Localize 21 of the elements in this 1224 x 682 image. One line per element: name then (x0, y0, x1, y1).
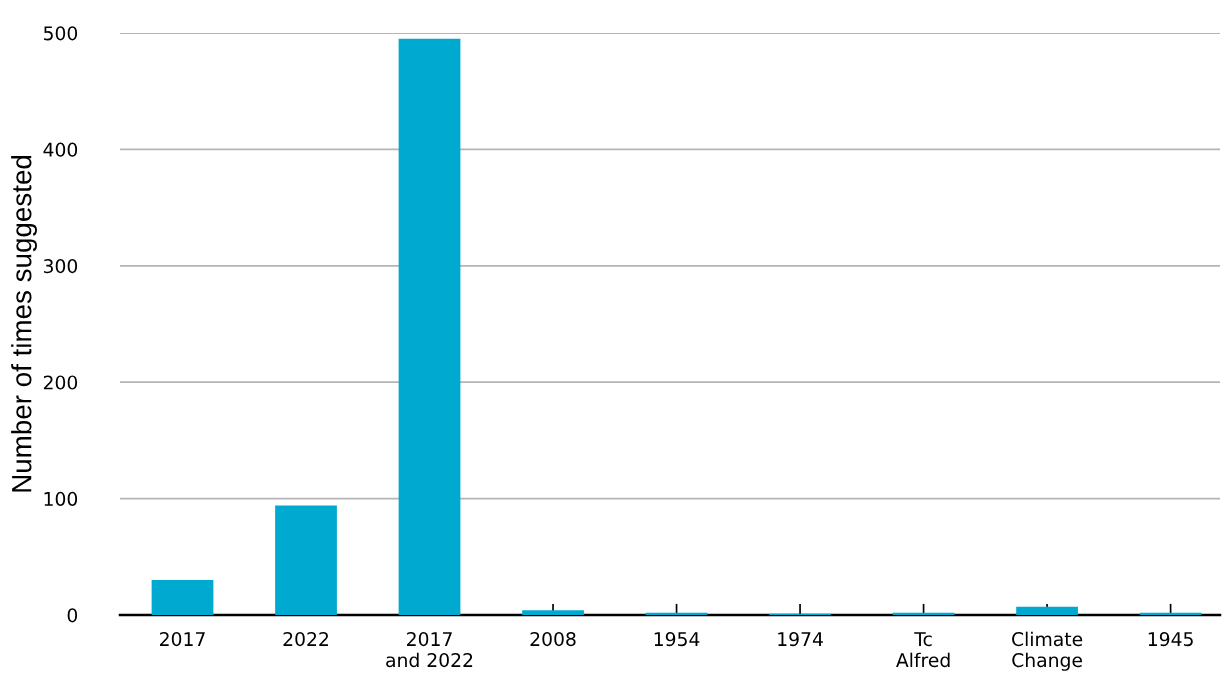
x-tick-label: 2022 (283, 632, 328, 647)
x-tick-label: 2017 (160, 632, 205, 647)
y-tick-label: 500 (43, 26, 78, 41)
x-tick-label: 1954 (654, 632, 700, 647)
bar (275, 505, 337, 615)
y-tick-label: 100 (44, 491, 78, 506)
y-tick-label: 200 (43, 375, 78, 390)
x-tick-label: 2017 and 2022 (386, 632, 473, 668)
bar (1016, 606, 1078, 615)
y-tick-label: 400 (43, 142, 78, 157)
bar (522, 610, 584, 615)
x-tick-label: 1974 (778, 632, 823, 647)
y-axis-title: Number of times suggested (11, 155, 37, 492)
y-tick-label: 300 (43, 259, 78, 274)
y-tick-label: 0 (67, 608, 78, 623)
x-tick-label: 2008 (530, 632, 576, 647)
x-tick-label: Climate Change (1012, 631, 1083, 671)
bar (151, 580, 214, 615)
x-tick-label: 1945 (1148, 632, 1193, 647)
bar (398, 38, 461, 615)
x-tick-label: Tc Alfred (896, 632, 950, 668)
